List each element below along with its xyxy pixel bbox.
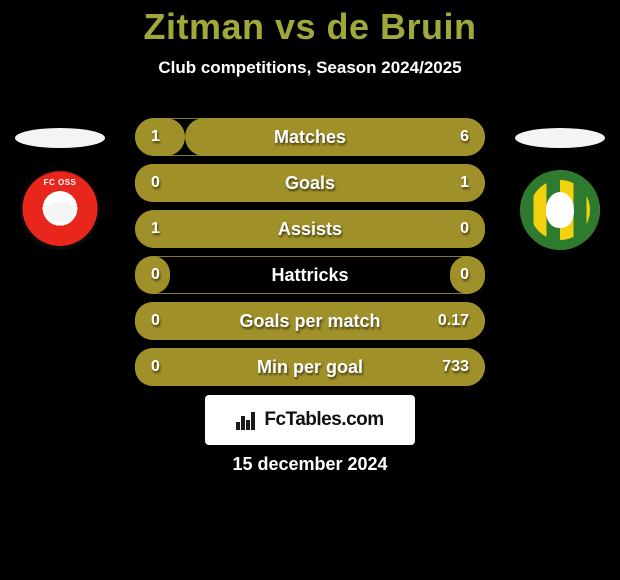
stat-row-assists: 1 0 Assists [135,210,485,248]
stat-row-min-per-goal: 0 733 Min per goal [135,348,485,386]
stat-row-goals: 0 1 Goals [135,164,485,202]
footer-date: 15 december 2024 [0,454,620,475]
footer-logo-text: FcTables.com [264,409,383,431]
stat-label: Goals [135,164,485,202]
stat-label: Hattricks [135,256,485,294]
stat-row-goals-per-match: 0 0.17 Goals per match [135,302,485,340]
stat-row-matches: 1 6 Matches [135,118,485,156]
stat-row-hattricks: 0 0 Hattricks [135,256,485,294]
subtitle: Club competitions, Season 2024/2025 [0,58,620,78]
footer-logo: FcTables.com [205,395,415,445]
stat-label: Goals per match [135,302,485,340]
bar-chart-icon [236,410,258,430]
stat-label: Min per goal [135,348,485,386]
stats-container: 1 6 Matches 0 1 Goals 1 0 Assists 0 0 Ha… [0,118,620,394]
stat-label: Assists [135,210,485,248]
stat-label: Matches [135,118,485,156]
page-title: Zitman vs de Bruin [0,0,620,48]
